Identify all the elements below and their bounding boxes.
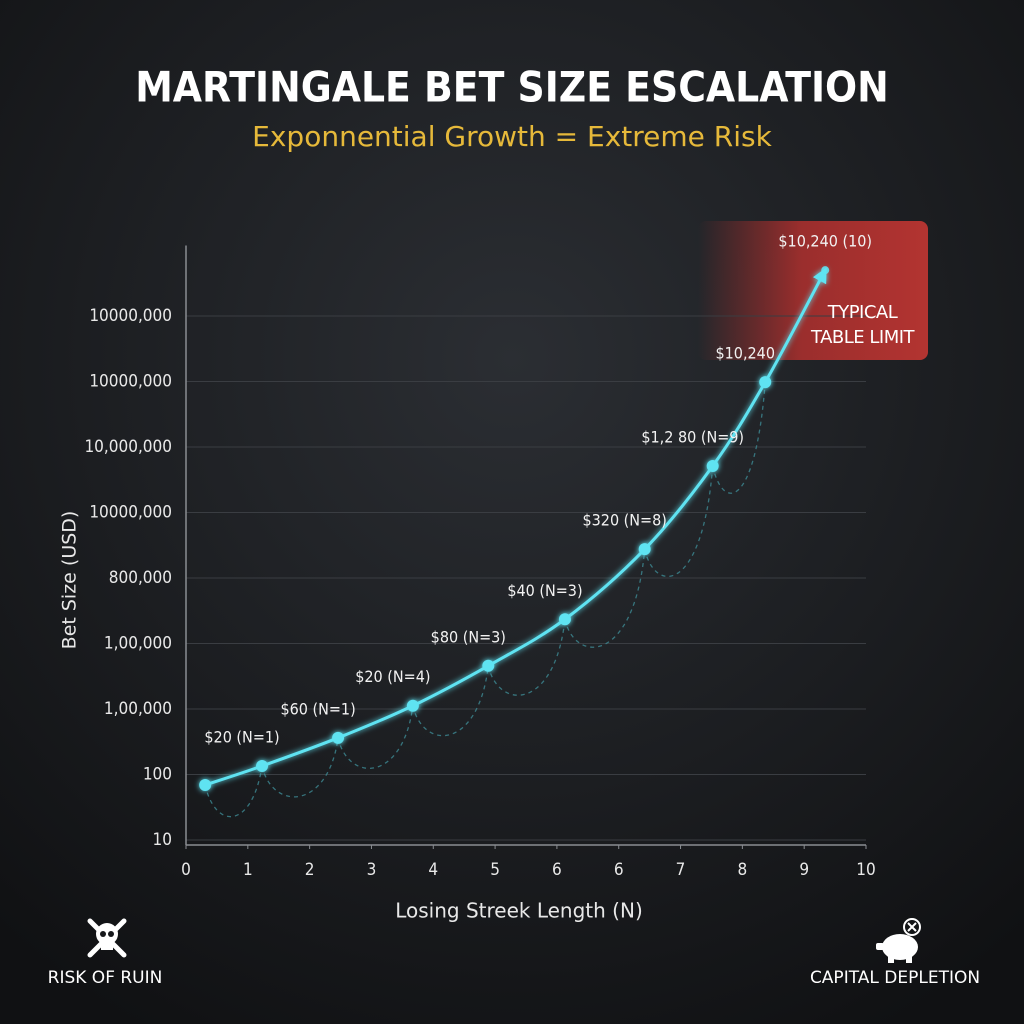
data-point: [558, 613, 571, 626]
x-tick-label: 9: [799, 860, 809, 880]
dashed-arc: [644, 465, 714, 577]
x-tick-label: 10: [856, 860, 875, 880]
data-point: [706, 459, 719, 472]
y-tick-label: 1,00,000: [104, 634, 172, 654]
x-axis-label: Losing Streek Length (N): [395, 899, 643, 923]
chart-title: MARTINGALE BET SIZE ESCALATION: [135, 63, 889, 112]
data-point: [638, 543, 651, 556]
data-point: [759, 376, 772, 389]
skull-icon: [87, 918, 127, 958]
data-point: [482, 659, 495, 672]
y-tick-label: 800,000: [109, 568, 172, 588]
y-tick-label: 1,00,000: [104, 699, 172, 719]
point-label: $20 (N=4): [355, 667, 430, 686]
limit-annotation: TYPICAL TABLE LIMIT: [810, 302, 915, 348]
point-label: $320 (N=8): [582, 511, 666, 530]
point-label: $10,240: [715, 344, 775, 363]
y-axis-label: Bet Size (USD): [59, 511, 81, 650]
data-point: [332, 731, 345, 744]
dashed-arc: [487, 619, 566, 696]
data-point: [406, 699, 419, 712]
y-tick-label: 10000,000: [89, 503, 172, 523]
x-tick-label: 1: [243, 860, 253, 880]
dashed-arc: [261, 737, 339, 798]
x-tick-label: 4: [428, 860, 438, 880]
x-tick-label: 3: [367, 860, 377, 880]
piggy-icon: [876, 918, 921, 963]
x-tick-label: 8: [737, 860, 747, 880]
point-label: $10,240 (10): [778, 232, 872, 251]
x-tick-label: 6: [614, 860, 624, 880]
y-tick-label: 10000,000: [89, 306, 172, 326]
dashed-arc: [337, 705, 414, 770]
series-line: [204, 267, 827, 787]
point-label: $60 (N=1): [280, 699, 355, 718]
data-point: [199, 778, 212, 791]
x-tick-label: 2: [305, 860, 315, 880]
data-point: [256, 759, 269, 772]
y-tick-label: 100: [143, 765, 172, 785]
dashed-arc: [712, 382, 766, 494]
chart-subtitle: Exponnential Growth = Extreme Risk: [252, 120, 772, 153]
point-label: $1,2 80 (N=9): [641, 427, 744, 446]
y-tick-label: 10,000,000: [84, 437, 172, 457]
x-tick-label: 7: [676, 860, 686, 880]
x-tick-label: 5: [490, 860, 500, 880]
footer-left: RISK OF RUIN: [48, 968, 163, 988]
data-point: [821, 266, 830, 275]
point-label: $80 (N=3): [431, 627, 506, 646]
x-tick-label: 0: [181, 860, 191, 880]
y-tick-label: 10000,000: [89, 372, 172, 392]
point-label: $40 (N=3): [507, 581, 582, 600]
point-label: $20 (N=1): [204, 727, 279, 746]
footer-right: CAPITAL DEPLETION: [810, 968, 980, 988]
x-tick-label: 6: [552, 860, 562, 880]
y-tick-label: 10: [153, 830, 172, 850]
